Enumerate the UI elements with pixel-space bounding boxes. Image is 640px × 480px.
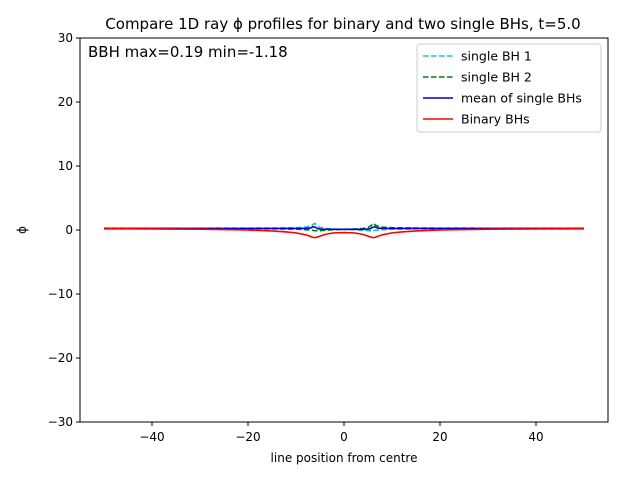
- y-tick-label: −10: [48, 287, 73, 301]
- series-line-4: [103, 227, 585, 239]
- x-axis-label: line position from centre: [271, 451, 418, 465]
- legend-entry-label: mean of single BHs: [461, 91, 582, 106]
- x-tick-label: −20: [235, 430, 260, 444]
- y-tick-label: 10: [58, 159, 73, 173]
- y-axis-label: ϕ: [15, 226, 29, 234]
- legend-entry-label: Binary BHs: [461, 112, 530, 127]
- series-line-3: [104, 226, 584, 231]
- series-layer: [103, 222, 585, 239]
- stats-annotation: BBH max=0.19 min=-1.18: [88, 43, 288, 61]
- x-tick-label: 0: [340, 430, 348, 444]
- x-tick-label: −40: [139, 430, 164, 444]
- y-tick-label: 30: [58, 31, 73, 45]
- chart-title: Compare 1D ray ϕ profiles for binary and…: [105, 15, 580, 33]
- y-tick-label: 0: [65, 223, 73, 237]
- x-tick-label: 20: [432, 430, 447, 444]
- legend: single BH 1 single BH 2 mean of single BHs…: [416, 43, 602, 133]
- legend-entry-label: single BH 1: [461, 49, 532, 64]
- y-tick-label: −20: [48, 351, 73, 365]
- legend-entry-label: single BH 2: [461, 70, 532, 85]
- y-tick-label: −30: [48, 415, 73, 429]
- y-tick-label: 20: [58, 95, 73, 109]
- legend-box: [416, 43, 602, 133]
- x-tick-label: 40: [528, 430, 543, 444]
- plot-area: [103, 222, 585, 239]
- axes-layer: −40 −20 0 20 40 −30 −20 −10 0 10 20 30: [48, 31, 609, 444]
